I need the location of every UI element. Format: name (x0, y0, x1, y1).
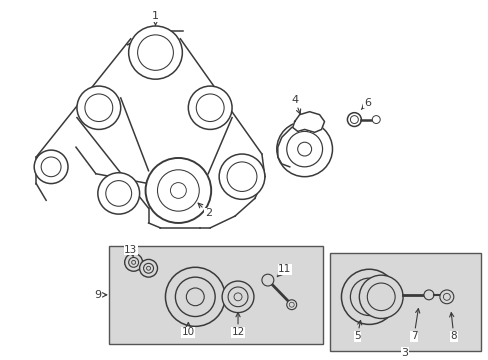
Circle shape (423, 290, 433, 300)
Circle shape (289, 302, 294, 307)
Text: 1: 1 (152, 11, 159, 25)
Circle shape (124, 253, 142, 271)
Circle shape (350, 278, 387, 316)
Circle shape (226, 162, 256, 192)
Circle shape (188, 86, 232, 129)
Circle shape (366, 283, 394, 311)
Circle shape (350, 116, 358, 123)
Circle shape (145, 158, 211, 223)
Circle shape (165, 267, 224, 327)
Circle shape (34, 150, 68, 184)
Circle shape (371, 116, 380, 123)
Text: 7: 7 (410, 309, 419, 341)
Circle shape (105, 181, 131, 206)
Circle shape (227, 287, 247, 307)
Circle shape (143, 264, 153, 273)
Circle shape (41, 157, 61, 177)
Circle shape (139, 260, 157, 277)
Circle shape (439, 290, 453, 304)
Circle shape (186, 288, 204, 306)
Text: 5: 5 (353, 320, 361, 341)
Circle shape (128, 257, 138, 267)
Circle shape (443, 293, 449, 300)
Text: 11: 11 (277, 264, 291, 277)
Bar (329, 252, 480, 351)
Circle shape (85, 94, 113, 122)
Text: 13: 13 (124, 244, 137, 256)
Circle shape (131, 260, 135, 264)
Text: 9: 9 (94, 290, 106, 300)
Circle shape (170, 183, 186, 198)
Text: 4: 4 (290, 95, 300, 114)
Text: 6: 6 (361, 98, 370, 109)
Circle shape (175, 277, 215, 316)
Circle shape (341, 269, 396, 324)
Text: 2: 2 (198, 203, 211, 218)
Circle shape (286, 131, 322, 167)
Circle shape (297, 142, 311, 156)
Circle shape (361, 289, 376, 305)
Circle shape (222, 281, 253, 312)
Circle shape (276, 122, 332, 177)
Polygon shape (292, 112, 324, 132)
Circle shape (137, 35, 173, 70)
Circle shape (128, 26, 182, 79)
Circle shape (157, 170, 199, 211)
Circle shape (359, 275, 402, 319)
Bar (108, 246, 322, 344)
Circle shape (234, 293, 242, 301)
Text: 10: 10 (182, 323, 195, 337)
Circle shape (262, 274, 273, 286)
Circle shape (346, 113, 361, 126)
Circle shape (146, 266, 150, 270)
Circle shape (98, 173, 139, 214)
Text: 12: 12 (231, 313, 244, 337)
Text: 8: 8 (448, 312, 456, 341)
Circle shape (77, 86, 121, 129)
Circle shape (286, 300, 296, 310)
Circle shape (219, 154, 264, 199)
Circle shape (196, 94, 224, 122)
Text: 3: 3 (401, 348, 408, 358)
